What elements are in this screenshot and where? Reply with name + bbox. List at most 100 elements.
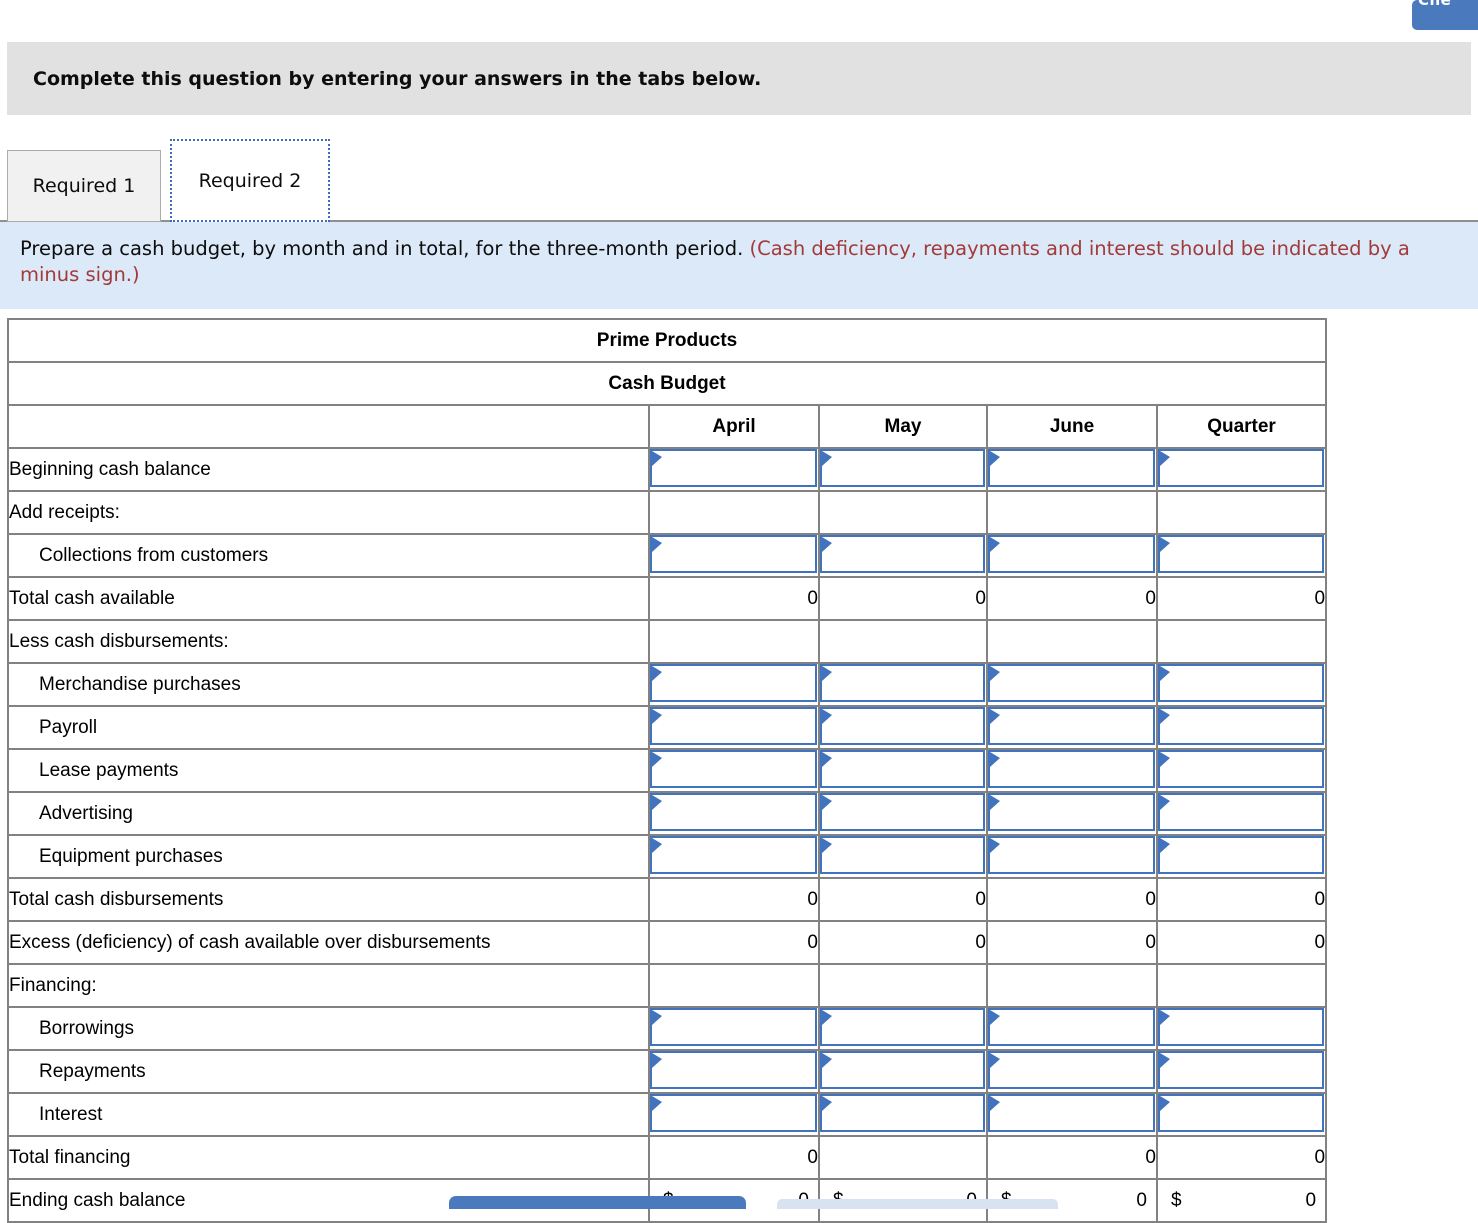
input-cell [986, 1049, 1158, 1094]
cell-input-collections-from-customers-april[interactable] [652, 537, 815, 571]
row-label: Collections from customers [7, 533, 650, 578]
cell-input-lease-payments-quarter[interactable] [1160, 752, 1323, 786]
currency-value-quarter: $0 [1155, 1178, 1328, 1223]
table-row-excess-deficiency-of-cash-available-over-disbursements: Excess (deficiency) of cash available ov… [7, 920, 1328, 965]
cell-input-merchandise-purchases-april[interactable] [652, 666, 815, 700]
computed-value-quarter: 0 [1155, 877, 1328, 922]
cell-input-repayments-april[interactable] [652, 1053, 815, 1087]
input-box [651, 837, 817, 874]
cell-input-collections-from-customers-june[interactable] [990, 537, 1153, 571]
cell-input-equipment-purchases-april[interactable] [652, 838, 815, 872]
input-cell [986, 662, 1158, 707]
empty-cell [1155, 619, 1328, 664]
cell-input-repayments-quarter[interactable] [1160, 1053, 1323, 1087]
cell-input-beginning-cash-balance-may[interactable] [822, 451, 983, 485]
question-banner: Complete this question by entering your … [7, 42, 1471, 115]
cell-input-beginning-cash-balance-april[interactable] [652, 451, 815, 485]
input-cell [648, 1006, 820, 1051]
cell-input-interest-june[interactable] [990, 1096, 1153, 1130]
tab-required-2[interactable]: Required 2 [170, 139, 330, 222]
cell-input-borrowings-may[interactable] [822, 1010, 983, 1044]
cell-input-lease-payments-may[interactable] [822, 752, 983, 786]
input-cell [818, 1049, 988, 1094]
input-box [989, 665, 1155, 702]
cell-input-beginning-cash-balance-june[interactable] [990, 451, 1153, 485]
cell-input-merchandise-purchases-may[interactable] [822, 666, 983, 700]
input-cell [1155, 447, 1328, 492]
input-cell [986, 447, 1158, 492]
tab-required-1[interactable]: Required 1 [7, 150, 161, 222]
input-box [1159, 665, 1325, 702]
table-row-lease-payments: Lease payments [7, 748, 1328, 793]
cell-input-interest-april[interactable] [652, 1096, 815, 1130]
cell-input-advertising-april[interactable] [652, 795, 815, 829]
input-box [821, 837, 985, 874]
cell-input-payroll-april[interactable] [652, 709, 815, 743]
input-cell [648, 1049, 820, 1094]
input-cell [986, 533, 1158, 578]
empty-cell [648, 619, 820, 664]
input-cell [1155, 705, 1328, 750]
instruction-warning-text: (Cash deficiency, repayments and interes… [20, 237, 1410, 286]
input-box [1159, 450, 1325, 487]
cell-input-payroll-quarter[interactable] [1160, 709, 1323, 743]
cell-input-borrowings-quarter[interactable] [1160, 1010, 1323, 1044]
cell-input-advertising-may[interactable] [822, 795, 983, 829]
table-subtitle: Cash Budget [6, 361, 1328, 406]
instruction-text: Prepare a cash budget, by month and in t… [20, 237, 744, 260]
input-cell [986, 1092, 1158, 1137]
input-cell [1155, 791, 1328, 836]
input-cell [818, 1006, 988, 1051]
cell-input-equipment-purchases-may[interactable] [822, 838, 983, 872]
cell-input-collections-from-customers-may[interactable] [822, 537, 983, 571]
cell-input-merchandise-purchases-quarter[interactable] [1160, 666, 1323, 700]
cell-input-interest-may[interactable] [822, 1096, 983, 1130]
input-box [821, 794, 985, 831]
company-title: Prime Products [6, 318, 1328, 363]
input-box [989, 708, 1155, 745]
input-box [989, 837, 1155, 874]
check-work-button[interactable]: Che [1412, 0, 1478, 30]
input-cell [648, 1092, 820, 1137]
check-work-button-label: Che [1418, 0, 1452, 9]
cell-input-borrowings-april[interactable] [652, 1010, 815, 1044]
cell-input-payroll-may[interactable] [822, 709, 983, 743]
table-title-row: Prime Products [6, 318, 1328, 363]
cell-input-interest-quarter[interactable] [1160, 1096, 1323, 1130]
input-cell [818, 791, 988, 836]
input-cell [818, 748, 988, 793]
input-box [989, 1052, 1155, 1089]
table-row-total-financing: Total financing 0 0 0 [7, 1135, 1328, 1180]
cell-input-beginning-cash-balance-quarter[interactable] [1160, 451, 1323, 485]
cell-input-advertising-june[interactable] [990, 795, 1153, 829]
cell-input-repayments-june[interactable] [990, 1053, 1153, 1087]
input-box [821, 536, 985, 573]
prev-required-button[interactable] [449, 1196, 746, 1209]
column-header-row: April May June Quarter [7, 404, 1328, 449]
empty-cell [986, 963, 1158, 1008]
column-header-quarter: Quarter [1155, 404, 1328, 449]
next-required-button[interactable] [777, 1199, 1058, 1209]
cell-input-lease-payments-june[interactable] [990, 752, 1153, 786]
input-box [1159, 1052, 1325, 1089]
cell-input-payroll-june[interactable] [990, 709, 1153, 743]
table-row-total-cash-available: Total cash available 0 0 0 0 [7, 576, 1328, 621]
table-row-repayments: Repayments [7, 1049, 1328, 1094]
cell-input-equipment-purchases-quarter[interactable] [1160, 838, 1323, 872]
cell-input-lease-payments-april[interactable] [652, 752, 815, 786]
input-cell [986, 791, 1158, 836]
column-header-april: April [648, 404, 820, 449]
empty-cell [1155, 963, 1328, 1008]
cell-input-equipment-purchases-june[interactable] [990, 838, 1153, 872]
cell-input-merchandise-purchases-june[interactable] [990, 666, 1153, 700]
table-row-interest: Interest [7, 1092, 1328, 1137]
cell-input-advertising-quarter[interactable] [1160, 795, 1323, 829]
table-row-equipment-purchases: Equipment purchases [7, 834, 1328, 879]
computed-value-june: 0 [986, 920, 1158, 965]
input-box [1159, 708, 1325, 745]
input-box [1159, 837, 1325, 874]
cell-input-collections-from-customers-quarter[interactable] [1160, 537, 1323, 571]
cell-input-repayments-may[interactable] [822, 1053, 983, 1087]
input-cell [818, 705, 988, 750]
cell-input-borrowings-june[interactable] [990, 1010, 1153, 1044]
